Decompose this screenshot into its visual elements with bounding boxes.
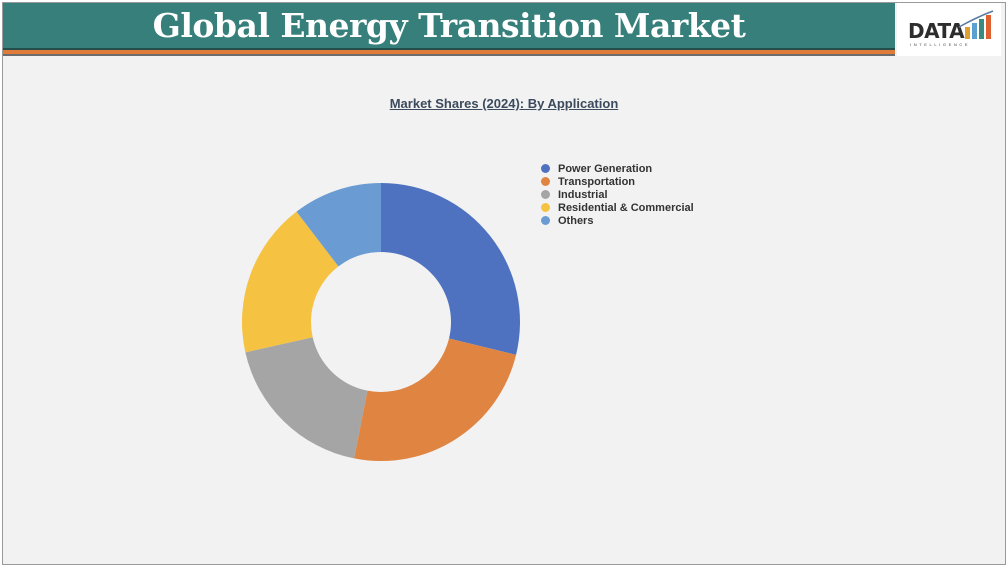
donut-slice-residential-commercial — [242, 211, 339, 353]
header-bar: Global Energy Transition Market — [3, 3, 895, 50]
donut-slice-industrial — [245, 337, 368, 459]
legend-marker — [541, 216, 550, 225]
donut-slice-others — [296, 183, 381, 267]
logo-subtext: INTELLIGENCE — [910, 42, 971, 47]
logo-bars-icon — [958, 10, 994, 39]
logo-text: DATA — [908, 19, 965, 43]
page-title: Global Energy Transition Market — [152, 6, 746, 45]
legend-label: Power Generation — [558, 162, 653, 175]
legend-marker — [541, 164, 550, 173]
legend-label: Transportation — [558, 175, 636, 188]
legend-marker — [541, 190, 550, 199]
legend-label: Residential & Commercial — [558, 201, 694, 214]
logo: DATA INTELLIGENCE — [897, 3, 1001, 56]
legend-label: Others — [558, 214, 594, 227]
legend-item: Power Generation — [541, 162, 694, 175]
header-divider — [3, 54, 895, 56]
donut-slice-transportation — [354, 338, 517, 461]
legend-item: Industrial — [541, 188, 694, 201]
legend: Power Generation Transportation Industrial… — [541, 162, 694, 227]
legend-marker — [541, 177, 550, 186]
legend-item: Others — [541, 214, 694, 227]
legend-item: Transportation — [541, 175, 694, 188]
donut-slice-power-generation — [381, 183, 520, 355]
chart-title: Market Shares (2024): By Application — [389, 96, 619, 111]
legend-marker — [541, 203, 550, 212]
legend-item: Residential & Commercial — [541, 201, 694, 214]
legend-label: Industrial — [558, 188, 608, 201]
header-stripe — [3, 50, 895, 54]
